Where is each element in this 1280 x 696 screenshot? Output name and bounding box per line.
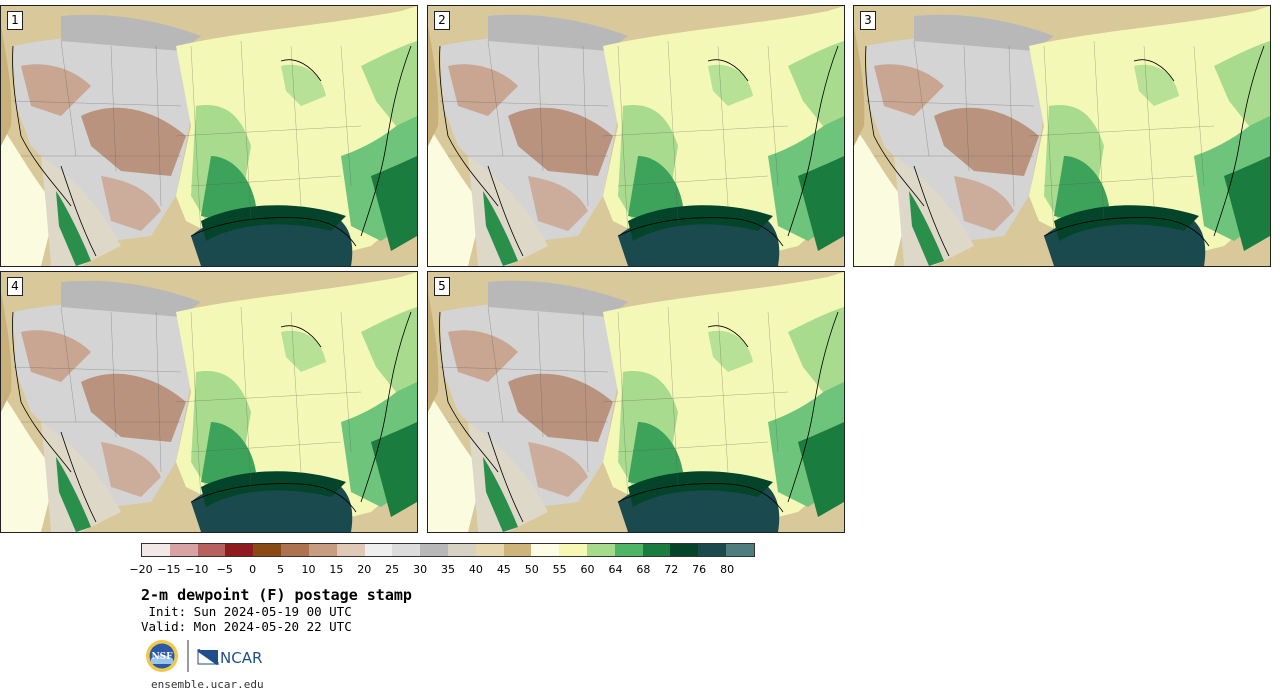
colorbar-tick-label: −10 (185, 563, 209, 576)
colorbar-swatch (281, 544, 309, 556)
colorbar-tick-label: 68 (636, 563, 651, 576)
colorbar-tick-label: 20 (357, 563, 372, 576)
dewpoint-map (854, 6, 1270, 266)
colorbar-swatch (420, 544, 448, 556)
dewpoint-map (1, 272, 417, 532)
colorbar-swatch (225, 544, 254, 556)
panel-number-label: 1 (7, 11, 23, 30)
colorbar (141, 543, 755, 557)
panel-number-label: 4 (7, 277, 23, 296)
nsf-logo: NSF (146, 640, 178, 672)
map-panel-3: 3 (853, 5, 1271, 267)
colorbar-tick-label: 30 (413, 563, 428, 576)
panel-number-label: 3 (860, 11, 876, 30)
colorbar-swatch (308, 544, 337, 556)
colorbar-swatch (197, 544, 226, 556)
colorbar-tick-label: 35 (441, 563, 455, 576)
colorbar-tick-label: 15 (329, 563, 344, 576)
colorbar-tick-label: 64 (608, 563, 623, 576)
colorbar-tick-label: 55 (552, 563, 567, 576)
panel-number-label: 2 (434, 11, 450, 30)
colorbar-ticks: −20 −15 −10 −5 0 5 10 15 20 25 30 35 40 45 50 55 60 64 68 7… (129, 563, 755, 577)
colorbar-swatch (614, 544, 643, 556)
colorbar-tick-label: 10 (301, 563, 316, 576)
figure-title: 2-m dewpoint (F) postage stamp (141, 586, 412, 604)
colorbar-swatch (698, 544, 727, 556)
dewpoint-map (428, 272, 844, 532)
colorbar-tick-label: 50 (524, 563, 539, 576)
colorbar-swatch (587, 544, 615, 556)
website-url: ensemble.ucar.edu (151, 678, 264, 691)
dewpoint-map (428, 6, 844, 266)
colorbar-tick-label: 80 (720, 563, 735, 576)
colorbar-tick-label: −5 (216, 563, 233, 576)
colorbar-swatch (392, 544, 421, 556)
colorbar-tick-label: −20 (129, 563, 153, 576)
colorbar-swatch (447, 544, 476, 556)
colorbar-tick-label: 5 (277, 563, 285, 576)
colorbar-swatch (475, 544, 504, 556)
colorbar-tick-label: −15 (157, 563, 181, 576)
colorbar-tick-label: 76 (692, 563, 707, 576)
ncar-logo-text: NCAR (220, 649, 262, 667)
colorbar-swatch (531, 544, 560, 556)
colorbar-swatch (670, 544, 699, 556)
panel-number-label: 5 (434, 277, 450, 296)
valid-time: Valid: Mon 2024-05-20 22 UTC (141, 619, 352, 634)
colorbar-swatch (726, 544, 754, 556)
colorbar-tick-label: 25 (385, 563, 400, 576)
colorbar-swatch (253, 544, 282, 556)
colorbar-swatch (336, 544, 365, 556)
colorbar-tick-label: 45 (496, 563, 511, 576)
logos: NSF NCAR (146, 640, 262, 672)
colorbar-swatch (559, 544, 587, 556)
init-time: Init: Sun 2024-05-19 00 UTC (141, 604, 352, 619)
colorbar-swatch (142, 544, 170, 556)
colorbar-swatch (364, 544, 393, 556)
ncar-logo: NCAR (197, 648, 262, 667)
nsf-logo-text: NSF (151, 652, 173, 662)
colorbar-swatch (169, 544, 198, 556)
colorbar-tick-label: 0 (249, 563, 257, 576)
map-panel-5: 5 (427, 271, 845, 533)
dewpoint-map (1, 6, 417, 266)
colorbar-swatch (642, 544, 671, 556)
colorbar-swatch (503, 544, 532, 556)
colorbar-tick-label: 60 (580, 563, 595, 576)
colorbar-tick-label: 72 (664, 563, 679, 576)
map-panel-1: 1 (0, 5, 418, 267)
map-panel-4: 4 (0, 271, 418, 533)
colorbar-tick-label: 40 (468, 563, 483, 576)
map-panel-2: 2 (427, 5, 845, 267)
